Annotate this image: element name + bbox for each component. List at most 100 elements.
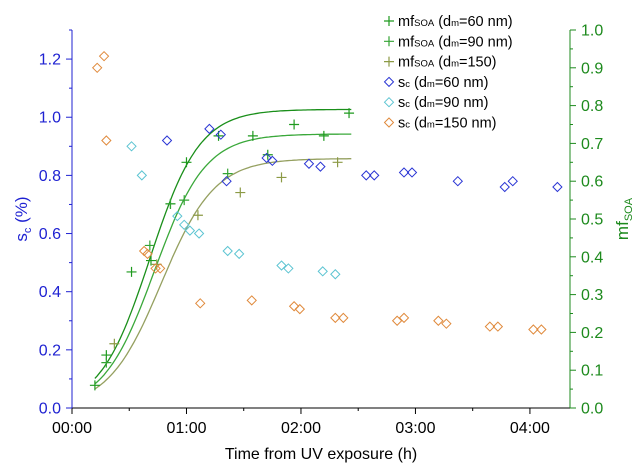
x-tick-label: 02:00	[281, 420, 321, 437]
data-point-series-5	[276, 260, 287, 271]
legend-label-4: sc (dm=60 nm)	[398, 75, 488, 91]
data-point-series-6	[398, 312, 410, 324]
legend-marker-4	[383, 76, 395, 88]
legend-label-6: sc (dm=150 nm)	[398, 116, 497, 132]
data-point-series-4	[204, 123, 215, 135]
data-point-series-6	[288, 301, 300, 312]
right-y-tick-label: 0.1	[581, 363, 603, 380]
data-point-series-5	[233, 248, 245, 260]
data-point-series-6	[195, 298, 206, 309]
data-point-series-6	[138, 245, 150, 257]
legend-marker-2	[384, 36, 394, 47]
data-point-series-3	[109, 338, 120, 349]
data-point-series-6	[391, 315, 403, 326]
data-point-series-4	[452, 175, 464, 187]
left-y-axis-title: sc (%)	[12, 196, 34, 241]
data-point-series-5	[172, 210, 183, 222]
data-point-series-4	[552, 181, 563, 193]
x-axis-title: Time from UV exposure (h)	[225, 446, 417, 463]
data-point-series-2	[222, 168, 233, 179]
right-y-tick-label: 0.3	[581, 287, 603, 304]
right-y-tick-label: 0.4	[581, 249, 603, 266]
legend-marker-1	[384, 16, 394, 26]
data-point-series-1	[145, 255, 156, 266]
left-y-tick-label: 0.0	[39, 401, 61, 418]
left-y-tick-label: 0.2	[39, 342, 61, 359]
legend-label-2: mfSOA (dm=90 nm)	[398, 34, 513, 50]
fit-curve-3	[94, 158, 352, 390]
data-point-series-3	[332, 157, 343, 168]
legend-marker-3	[384, 56, 394, 67]
data-point-series-6	[294, 303, 306, 315]
data-point-series-4	[398, 167, 410, 178]
left-y-tick-label: 0.4	[39, 284, 61, 301]
data-point-series-3	[276, 172, 287, 183]
data-point-series-4	[361, 170, 372, 181]
data-point-series-1	[318, 130, 329, 141]
data-point-series-6	[91, 62, 103, 74]
left-y-tick-label: 0.6	[39, 226, 61, 243]
data-point-series-6	[142, 248, 153, 260]
legend-marker-6	[383, 117, 395, 128]
x-tick-label: 01:00	[166, 420, 206, 437]
data-point-series-6	[330, 312, 341, 324]
left-y-tick-label: 1.2	[39, 52, 61, 69]
data-point-series-6	[246, 295, 257, 306]
axes-layer: 00:00 01:00 02:00 03:00 04:00 0.0 0.2 0.4 0.6 0.8…	[39, 23, 604, 438]
data-point-series-5	[178, 219, 190, 231]
right-y-tick-label: 0.2	[581, 325, 603, 342]
right-y-tick-label: 0.9	[581, 60, 603, 77]
data-point-series-6	[98, 50, 110, 62]
data-point-series-6	[528, 324, 539, 335]
fit-curves-layer	[94, 108, 352, 390]
data-point-series-1	[289, 119, 300, 130]
data-point-series-6	[492, 321, 504, 332]
left-y-tick-label: 1.0	[39, 110, 61, 127]
data-point-series-4	[507, 175, 518, 187]
fit-curve-1	[94, 108, 352, 379]
x-tick-label: 00:00	[52, 420, 92, 437]
data-point-series-5	[317, 266, 328, 277]
data-point-series-6	[101, 135, 112, 146]
data-point-series-5	[184, 225, 196, 236]
data-point-series-5	[136, 170, 148, 181]
legend-label-1: mfSOA (dm=60 nm)	[398, 14, 513, 30]
data-point-series-6	[441, 318, 452, 329]
fit-curve-2	[94, 133, 352, 385]
data-point-series-2	[165, 198, 176, 209]
data-point-series-3	[235, 187, 246, 198]
data-point-series-4	[267, 155, 278, 167]
right-y-tick-label: 0.8	[581, 98, 603, 115]
right-y-tick-label: 1.0	[581, 23, 603, 40]
x-tick-label: 04:00	[510, 420, 550, 437]
data-point-series-4	[369, 170, 380, 181]
right-y-tick-label: 0.6	[581, 174, 603, 191]
right-y-tick-label: 0.0	[581, 401, 603, 418]
x-tick-label: 03:00	[395, 420, 435, 437]
legend-label-5: sc (dm=90 nm)	[398, 95, 488, 111]
data-point-series-5	[193, 228, 205, 239]
data-point-series-3	[192, 210, 203, 221]
data-point-series-1	[247, 130, 258, 141]
legend-marker-5	[383, 96, 395, 108]
right-y-axis-title: mfSOA	[613, 197, 635, 240]
data-points-layer	[89, 50, 563, 391]
data-point-series-6	[154, 263, 166, 274]
data-point-series-4	[215, 129, 227, 140]
data-point-series-4	[499, 181, 510, 193]
data-point-series-4	[221, 175, 232, 187]
data-point-series-6	[433, 315, 444, 326]
data-point-series-2	[144, 240, 155, 251]
data-point-series-5	[330, 269, 341, 280]
axis-labels-layer: Time from UV exposure (h) sc (%) mfSOA	[12, 196, 635, 463]
data-point-series-6	[536, 324, 547, 335]
legend-label-3: mfSOA (dm=150)	[398, 55, 497, 71]
right-y-tick-label: 0.7	[581, 136, 603, 153]
data-point-series-4	[261, 152, 272, 164]
data-point-series-1	[181, 157, 192, 168]
data-point-series-2	[179, 195, 190, 206]
data-point-series-4	[315, 161, 326, 172]
left-y-tick-label: 0.8	[39, 168, 61, 185]
data-point-series-2	[101, 357, 112, 368]
